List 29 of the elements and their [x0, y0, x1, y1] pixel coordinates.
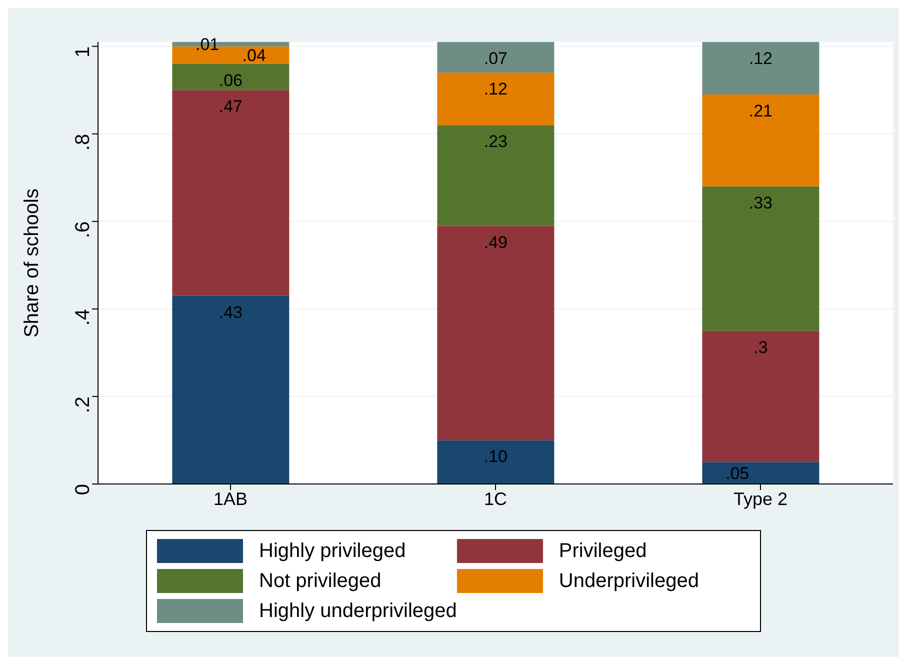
- legend-label: Not privileged: [259, 570, 382, 592]
- data-label: .23: [484, 132, 508, 152]
- data-label: .07: [484, 49, 508, 68]
- data-label: .33: [748, 193, 773, 212]
- data-label: .12: [484, 80, 508, 99]
- y-tick-label: .8: [72, 134, 94, 151]
- x-tick-label: 1C: [484, 488, 508, 509]
- data-label: .04: [242, 46, 266, 66]
- y-tick-label: .4: [72, 308, 94, 326]
- x-tick-label: Type 2: [733, 488, 788, 509]
- data-label: .05: [725, 464, 750, 484]
- data-label: .47: [218, 97, 243, 116]
- y-axis-title: Share of schools: [21, 188, 44, 338]
- data-label: .3: [754, 338, 768, 357]
- data-label: .12: [748, 49, 773, 68]
- x-tick-label: 1AB: [213, 488, 248, 509]
- y-tick-label: .6: [72, 221, 94, 238]
- data-label: .49: [484, 232, 508, 252]
- data-label: .06: [218, 70, 243, 90]
- legend-label: Highly privileged: [259, 540, 406, 562]
- y-tick-label: .2: [72, 396, 94, 414]
- legend-label: Underprivileged: [558, 570, 699, 592]
- y-tick-label: 0: [72, 484, 94, 496]
- y-tick-label: 1: [72, 46, 94, 58]
- legend-label: Highly underprivileged: [259, 600, 457, 622]
- data-label: .10: [484, 447, 508, 466]
- data-label: .21: [748, 102, 773, 121]
- data-label: .43: [218, 302, 243, 322]
- legend-label: Privileged: [558, 540, 647, 562]
